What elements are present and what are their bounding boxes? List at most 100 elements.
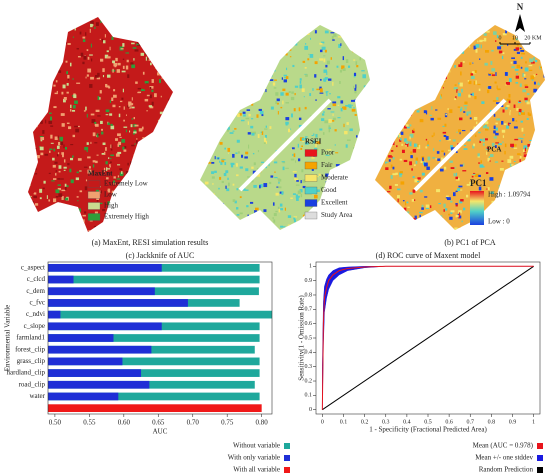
map-texture	[255, 35, 260, 39]
map-texture	[259, 184, 263, 188]
map-texture	[403, 125, 408, 129]
map-texture	[392, 217, 395, 220]
map-texture	[59, 40, 62, 44]
map-texture	[354, 145, 356, 149]
map-texture	[387, 222, 390, 225]
map-texture	[475, 80, 477, 85]
map-texture	[411, 84, 413, 86]
map-texture	[133, 58, 135, 61]
map-texture	[502, 135, 505, 138]
map-texture	[278, 178, 282, 182]
map-texture	[429, 219, 433, 222]
map-texture	[286, 36, 288, 39]
map-texture	[485, 213, 489, 216]
map-texture	[123, 221, 126, 223]
map-texture	[39, 227, 43, 230]
map-texture	[109, 164, 111, 166]
map-texture	[301, 137, 305, 141]
map-texture	[405, 201, 407, 206]
map-texture	[170, 56, 172, 59]
map-texture	[376, 72, 381, 75]
map-texture	[445, 195, 449, 199]
map-texture	[413, 70, 418, 72]
map-texture	[30, 139, 34, 142]
map-texture	[57, 135, 59, 139]
map-texture	[123, 126, 128, 128]
map-texture	[283, 79, 287, 83]
map-texture	[507, 159, 512, 163]
map-texture	[72, 95, 74, 97]
map-texture	[111, 97, 114, 102]
map-texture	[267, 68, 272, 72]
map-texture	[111, 144, 113, 149]
map-texture	[488, 86, 492, 89]
legend-label: Without variable	[233, 442, 280, 450]
map-texture	[251, 53, 254, 55]
map-texture	[417, 20, 419, 22]
map-texture	[339, 26, 342, 30]
map-texture	[462, 61, 465, 63]
map-texture	[100, 19, 102, 23]
map-texture	[292, 64, 295, 68]
map-texture	[328, 128, 331, 133]
map-texture	[214, 156, 216, 160]
map-texture	[61, 196, 64, 200]
map-texture	[154, 41, 158, 44]
map-texture	[519, 138, 524, 140]
y-tick-label: 0.8	[305, 292, 313, 298]
map-texture	[401, 229, 404, 230]
map-texture	[385, 143, 389, 148]
map-texture	[411, 96, 415, 99]
map-texture	[44, 19, 48, 23]
map-texture	[109, 100, 112, 103]
map-texture	[211, 88, 215, 90]
map-texture	[212, 193, 215, 196]
map-texture	[485, 128, 489, 131]
map-texture	[260, 22, 261, 25]
map-texture	[273, 58, 275, 61]
map-texture	[86, 142, 89, 145]
map-texture	[399, 214, 403, 218]
map-texture	[493, 125, 496, 129]
map-texture	[129, 174, 132, 179]
map-texture	[43, 38, 48, 43]
map-texture	[79, 190, 83, 193]
map-texture	[277, 111, 279, 115]
map-texture	[390, 129, 395, 133]
map-texture	[388, 228, 393, 230]
map-texture	[274, 176, 278, 179]
map-texture	[479, 58, 481, 60]
map-texture	[327, 108, 331, 110]
map-texture	[227, 147, 231, 152]
map-texture	[127, 162, 129, 166]
map-texture	[60, 178, 64, 180]
map-texture	[399, 121, 401, 126]
map-texture	[417, 177, 421, 180]
map-texture	[516, 73, 518, 75]
map-texture	[522, 179, 525, 182]
map-texture	[214, 96, 218, 101]
map-texture	[474, 70, 477, 73]
map-texture	[388, 118, 390, 122]
map-texture	[89, 166, 91, 169]
bar	[48, 380, 255, 389]
map-texture	[518, 101, 522, 104]
map-texture	[399, 171, 403, 174]
map-texture	[157, 126, 161, 130]
map-texture	[320, 186, 323, 189]
map-texture	[522, 149, 525, 153]
x-tick-label: 0.8	[488, 419, 496, 425]
map-texture	[537, 83, 541, 86]
map-texture	[526, 118, 529, 120]
map-texture	[239, 166, 243, 169]
map-texture	[400, 214, 404, 218]
map-texture	[154, 222, 156, 225]
map-texture	[426, 223, 428, 226]
map-texture	[366, 163, 368, 167]
y-tick-label: hardland_clip	[7, 369, 46, 377]
map-texture	[155, 205, 160, 208]
map-texture	[317, 25, 319, 28]
map-texture	[232, 84, 235, 89]
map-texture	[58, 17, 61, 18]
map-texture	[70, 104, 72, 109]
